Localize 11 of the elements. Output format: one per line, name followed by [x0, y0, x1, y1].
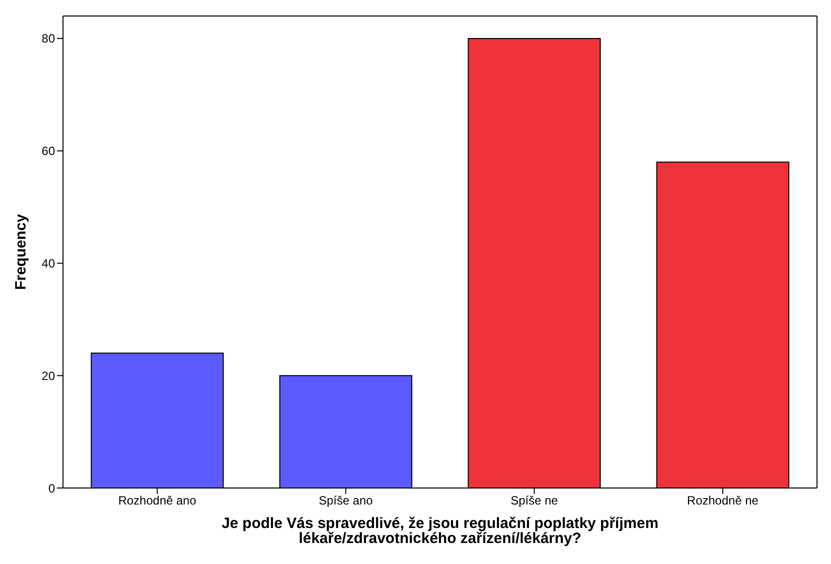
y-tick-label: 0 — [48, 481, 56, 496]
y-axis-title: Frequency — [12, 213, 30, 290]
x-tick-label: Rozhodně ne — [687, 494, 759, 508]
x-axis-title: Je podle Vás spravedlivé, že jsou regulační poplatky příjmem lékaře/zdravotnického zařízení/lékárny? — [222, 515, 658, 547]
x-tick-label: Spíše ano — [318, 494, 374, 508]
y-tick-label: 60 — [42, 144, 56, 158]
x-tick-label: Rozhodně ano — [118, 494, 197, 508]
x-tick-label: Spíše ne — [510, 494, 558, 508]
y-tick-label: 20 — [42, 368, 56, 383]
y-tick-label: 40 — [42, 256, 56, 270]
y-tick-label: 80 — [42, 32, 56, 46]
